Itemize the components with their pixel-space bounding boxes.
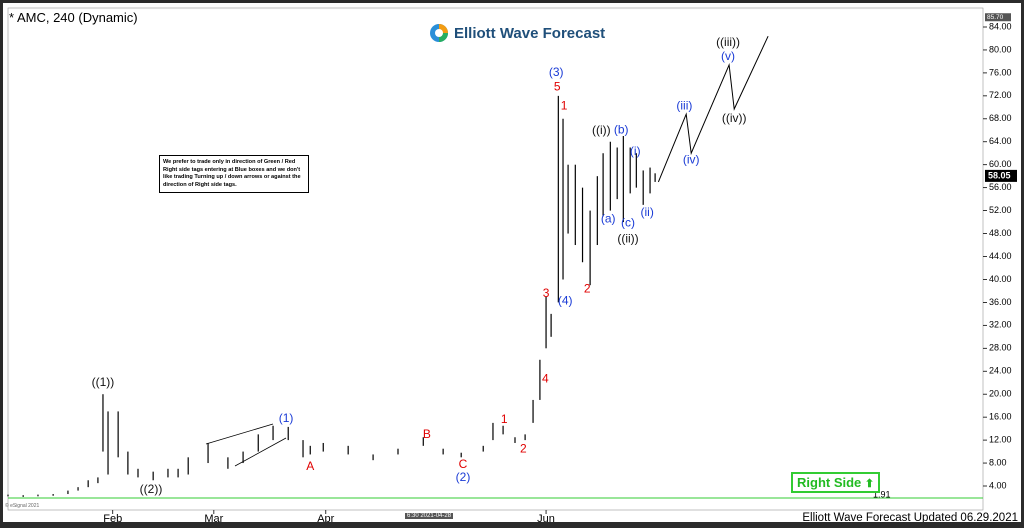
y-tick-label: 36.00 [989,297,1012,307]
wave-label: (ii) [641,205,654,219]
wave-label: 4 [542,371,549,385]
y-tick-label: 40.00 [989,274,1012,284]
y-tick-label: 76.00 [989,67,1012,77]
y-tick-label: 80.00 [989,44,1012,54]
y-tick-label: 24.00 [989,366,1012,376]
wave-label: 2 [520,441,527,455]
x-tick-label: Feb [103,513,122,522]
plot-frame [7,7,984,511]
wave-label: (1) [279,411,294,425]
wave-label: (i) [630,144,641,158]
x-tick-label: Mar [204,513,223,522]
wave-label: ((ii)) [617,231,638,245]
wave-label: (b) [614,122,629,136]
wave-label: ((2)) [140,482,163,496]
y-tick-label: 44.00 [989,251,1012,261]
wave-label: (a) [601,211,616,225]
wave-label: (c) [621,215,635,229]
logo-icon [430,24,448,42]
y-tick-label: 68.00 [989,113,1012,123]
x-tick-label: Jun [537,513,555,522]
y-tick-label: 28.00 [989,343,1012,353]
wave-label: 5 [554,79,561,93]
chart-page: 4.00 8.00 12.00 16.00 20.00 24.00 28.00 32.00 36… [3,3,1021,522]
wave-label: (2) [456,470,471,484]
wave-label: ((1)) [92,375,115,389]
y-tick-label: 48.00 [989,228,1012,238]
y-tick-label: 72.00 [989,90,1012,100]
y-tick-label: 16.00 [989,412,1012,422]
channel-line [205,423,274,445]
y-tick-label: 52.00 [989,205,1012,215]
y-tick-label: 20.00 [989,389,1012,399]
wave-label: ((i)) [592,123,611,137]
y-tick-label: 32.00 [989,320,1012,330]
wave-label: (iv) [683,152,700,166]
wave-label: 2 [584,281,591,295]
last-price-box [985,169,1017,182]
wave-label: B [423,427,431,441]
y-tick-label: 8.00 [989,457,1007,467]
cursor-price-box [985,13,1011,22]
y-tick-label: 4.00 [989,480,1007,490]
wave-label: (3) [549,65,564,79]
y-tick-label: 12.00 [989,434,1012,444]
chart: 4.008.0012.0016.0020.0024.0028.0032.0036… [7,7,1017,522]
copyright: © eSignal 2021 [5,503,40,509]
cursor-price-label: 85.70 [987,14,1004,21]
footer: Elliott Wave Forecast Updated 06.29.2021 [802,512,1018,522]
wave-label: A [306,459,314,473]
wave-label: 3 [543,286,550,300]
wave-label: (4) [558,293,573,307]
x-tick-label: Apr [317,513,334,522]
wave-label: (v) [721,49,735,63]
chart-title: * AMC, 240 (Dynamic) [9,10,138,25]
logo-text: Elliott Wave Forecast [454,24,606,42]
cursor-time: 6:30 2021-04-28 [405,513,454,519]
note-box: We prefer to trade only in direction of … [159,155,309,194]
wave-label: ((iii)) [716,35,740,49]
wave-label: 1 [501,412,508,426]
y-tick-label: 56.00 [989,182,1012,192]
wave-label: 1 [561,98,568,112]
y-tick-label: 84.00 [989,21,1012,31]
y-tick-label: 60.00 [989,159,1012,169]
projection-line [657,35,769,183]
reference-label: 1.91 [873,489,891,499]
wave-label: (iii) [676,98,692,112]
right-side-text: Right Side [797,475,862,490]
last-price-label: 58.05 [988,170,1011,180]
logo: Elliott Wave Forecast [429,23,605,43]
wave-label: C [459,457,468,471]
y-tick-label: 64.00 [989,136,1012,146]
right-side-tag: Right Side ⬆ [791,472,881,493]
wave-label: ((iv)) [722,111,747,125]
